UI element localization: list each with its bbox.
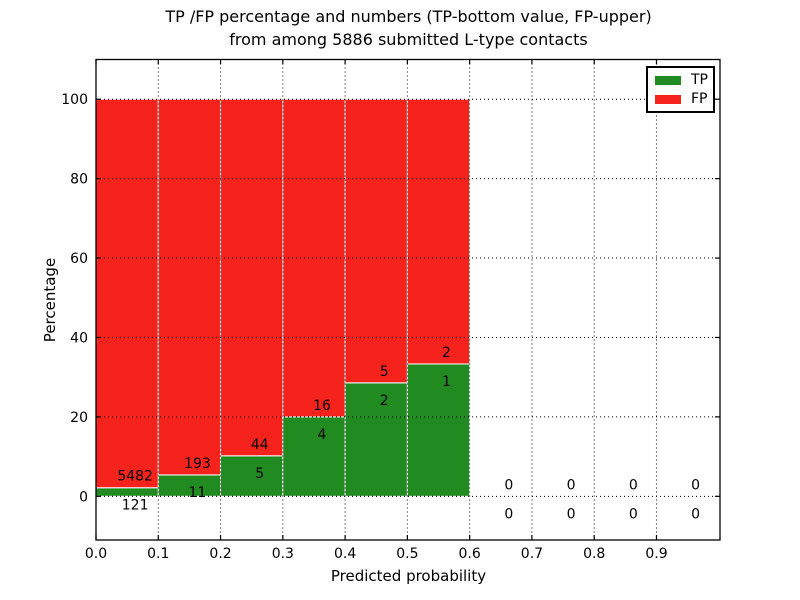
- plot-border: [95, 58, 721, 541]
- annotation-tp-count: 11: [188, 485, 206, 501]
- legend-item-fp: FP: [655, 92, 713, 106]
- x-axis-label: Predicted probability: [330, 567, 487, 585]
- x-tick-label: 0.0: [85, 546, 107, 562]
- y-tick-label: 100: [61, 92, 88, 108]
- legend-item-tp: TP: [655, 73, 713, 87]
- y-tick-label: 80: [70, 172, 88, 188]
- y-tick-label: 20: [70, 410, 88, 426]
- y-tick-label: 60: [70, 251, 88, 267]
- annotation-fp-count: 5482: [117, 469, 153, 485]
- chart-title-line2: from among 5886 submitted L-type contact…: [229, 30, 588, 49]
- bar-segment-fp: [282, 98, 346, 418]
- annotation-tp-count: 0: [567, 506, 576, 522]
- chart-title: TP /FP percentage and numbers (TP-bottom…: [96, 5, 721, 51]
- annotation-tp-count: 1: [442, 374, 451, 390]
- bar-segment-tp: [406, 363, 471, 497]
- annotation-fp-count: 0: [504, 477, 513, 493]
- annotation-fp-count: 5: [380, 364, 389, 380]
- legend-label-tp: TP: [691, 72, 708, 88]
- legend-label-fp: FP: [691, 91, 708, 107]
- x-tick-label: 0.2: [209, 546, 231, 562]
- legend-swatch-fp-icon: [655, 94, 681, 104]
- annotation-fp-count: 44: [251, 437, 269, 453]
- legend: TP FP: [646, 66, 715, 113]
- x-tick-label: 0.8: [583, 546, 605, 562]
- annotation-tp-count: 0: [504, 506, 513, 522]
- x-tick-label: 0.9: [645, 546, 667, 562]
- annotation-fp-count: 0: [691, 477, 700, 493]
- annotation-tp-count: 0: [629, 506, 638, 522]
- bar-segment-fp: [157, 98, 222, 476]
- x-tick-label: 0.3: [272, 546, 294, 562]
- bar-segment-fp: [220, 98, 284, 457]
- bar-segment-tp: [95, 487, 159, 497]
- chart-title-line1: TP /FP percentage and numbers (TP-bottom…: [165, 7, 652, 26]
- bar-segment-fp: [95, 98, 159, 489]
- bar-segment-tp: [282, 416, 346, 497]
- legend-swatch-tp-icon: [655, 75, 681, 85]
- annotation-tp-count: 4: [318, 427, 327, 443]
- bar-segment-tp: [220, 455, 284, 497]
- x-tick-label: 0.7: [521, 546, 543, 562]
- bar-segment-fp: [406, 98, 471, 365]
- annotation-fp-count: 16: [313, 398, 331, 414]
- x-tick-label: 0.5: [396, 546, 418, 562]
- annotation-tp-count: 5: [255, 466, 264, 482]
- y-tick-label: 0: [79, 489, 88, 505]
- x-tick-label: 0.6: [459, 546, 481, 562]
- annotation-tp-count: 0: [691, 506, 700, 522]
- bar-segment-fp: [344, 98, 408, 384]
- annotation-fp-count: 193: [184, 456, 211, 472]
- annotation-fp-count: 0: [567, 477, 576, 493]
- annotation-fp-count: 0: [629, 477, 638, 493]
- bar-segment-tp: [344, 382, 408, 497]
- y-tick-label: 40: [70, 330, 88, 346]
- x-tick-label: 0.4: [334, 546, 356, 562]
- annotation-fp-count: 2: [442, 345, 451, 361]
- annotation-tp-count: 121: [122, 498, 149, 514]
- annotation-tp-count: 2: [380, 393, 389, 409]
- x-tick-label: 0.1: [147, 546, 169, 562]
